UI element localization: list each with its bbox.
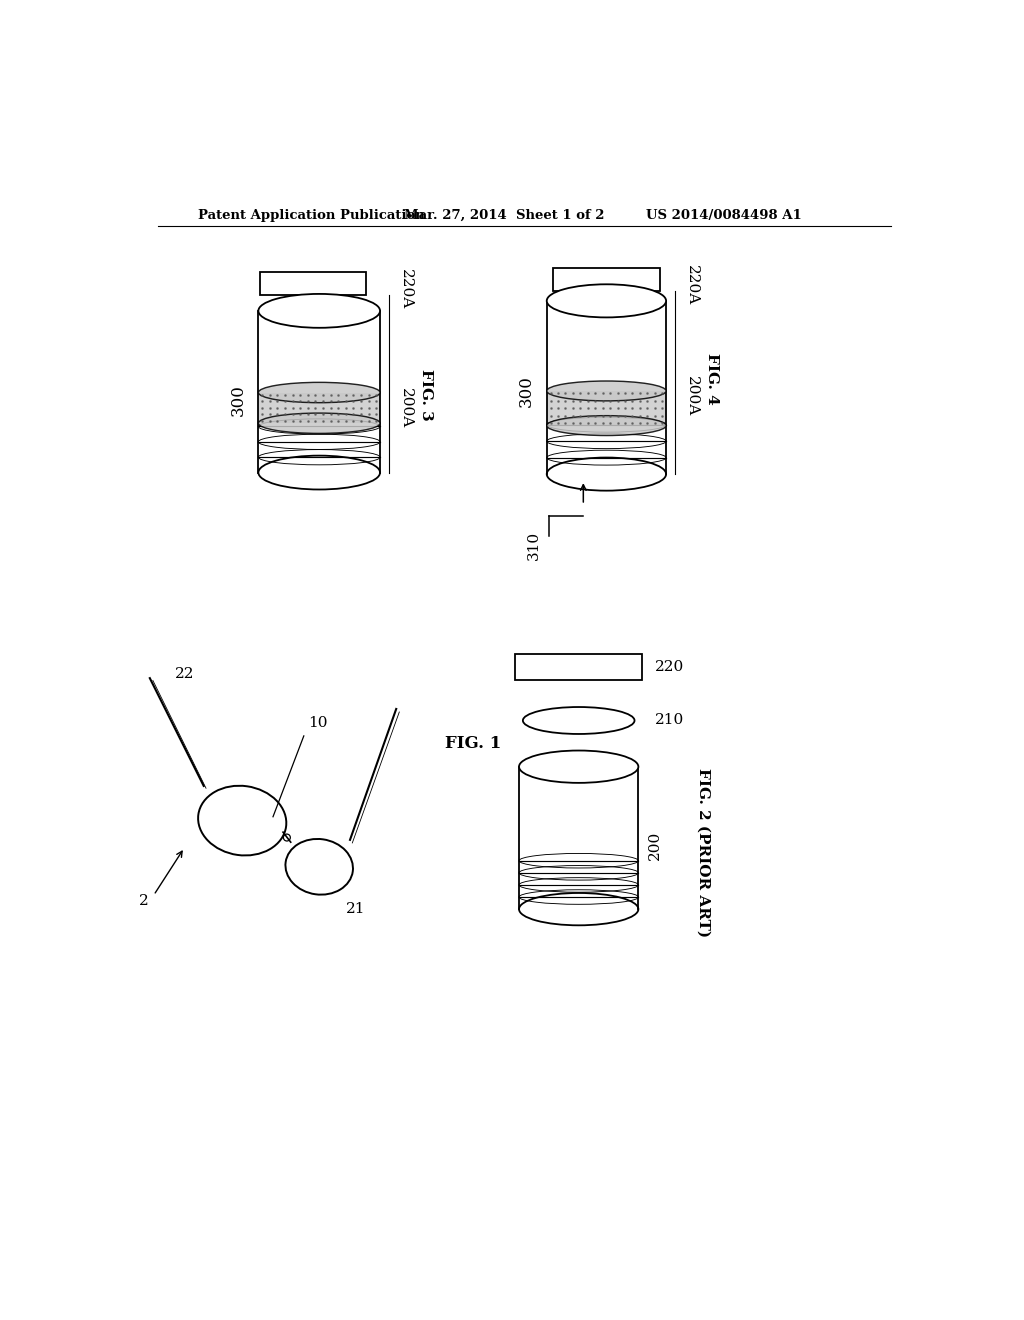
Text: Mar. 27, 2014  Sheet 1 of 2: Mar. 27, 2014 Sheet 1 of 2 [403, 209, 604, 222]
Text: 10: 10 [307, 715, 327, 730]
Ellipse shape [523, 708, 635, 734]
Text: 200A: 200A [685, 376, 698, 416]
Ellipse shape [519, 751, 638, 783]
Ellipse shape [547, 381, 666, 401]
Text: 310: 310 [527, 531, 541, 560]
Ellipse shape [519, 892, 638, 925]
Ellipse shape [258, 413, 380, 433]
Text: 200: 200 [647, 830, 662, 859]
Ellipse shape [258, 455, 380, 490]
Text: FIG. 3: FIG. 3 [419, 370, 432, 421]
Text: US 2014/0084498 A1: US 2014/0084498 A1 [646, 209, 802, 222]
Bar [519, 767, 638, 909]
Text: 220A: 220A [398, 269, 413, 309]
Ellipse shape [258, 383, 380, 403]
Bar [547, 301, 666, 474]
Text: FIG. 1: FIG. 1 [444, 735, 501, 752]
Text: Patent Application Publication: Patent Application Publication [199, 209, 425, 222]
Bar [258, 312, 380, 473]
Text: FIG. 4: FIG. 4 [705, 352, 719, 405]
Text: FIG. 2 (PRIOR ART): FIG. 2 (PRIOR ART) [696, 768, 710, 937]
Ellipse shape [547, 284, 666, 317]
Text: 21: 21 [346, 902, 366, 916]
Ellipse shape [547, 458, 666, 491]
Text: 22: 22 [175, 668, 195, 681]
Text: 300: 300 [518, 375, 536, 407]
Text: 210: 210 [655, 714, 685, 727]
Text: 300: 300 [229, 384, 247, 416]
Bar [260, 272, 367, 294]
Bar [515, 653, 642, 680]
Text: 2: 2 [138, 895, 148, 908]
Text: 220: 220 [655, 660, 685, 673]
Bar [553, 268, 659, 290]
Text: 220A: 220A [685, 265, 698, 305]
Bar [258, 392, 380, 424]
Bar [547, 391, 666, 425]
Text: 200A: 200A [398, 388, 413, 428]
Ellipse shape [547, 416, 666, 436]
Ellipse shape [258, 294, 380, 327]
